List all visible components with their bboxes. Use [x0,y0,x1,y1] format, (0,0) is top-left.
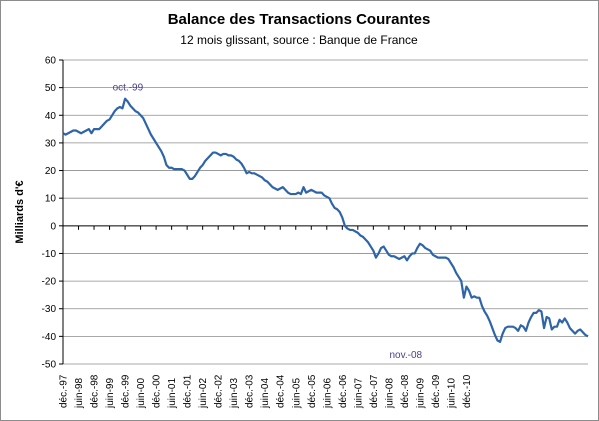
x-axis-ticks: déc.-97 juin-98 déc.-98 juin-99 déc.-99 juin-… [59,374,473,409]
series-line [62,97,589,343]
x-tick-label: déc.-10 [462,374,473,408]
annotations: oct.-99 nov.-08 [113,83,423,361]
x-tick-label: déc.-97 [59,374,70,408]
annotation-label: oct.-99 [113,83,144,94]
x-tick-label: déc.-07 [369,374,380,408]
chart-subtitle: 12 mois glissant, source : Banque de Fra… [180,33,418,47]
y-tick-label: 50 [45,83,57,94]
x-tick-label: juin-06 [322,378,333,409]
x-tick-label: déc.-02 [214,374,225,408]
y-tick-label: -40 [42,332,57,343]
x-tick-label: juin-02 [198,378,209,409]
y-axis-label: Milliards d'€ [14,180,26,243]
annotation-label: nov.-08 [389,350,422,361]
y-tick-label: 60 [45,56,57,67]
x-tick-label: déc.-08 [400,374,411,408]
y-axis-ticks: 60 50 40 30 20 10 0 -10 -20 -30 -40 -50 [42,56,63,371]
y-tick-label: 10 [45,194,57,205]
x-tick-label: juin-00 [136,378,147,409]
y-tick-label: 20 [45,166,57,177]
x-tick-label: déc.-03 [245,374,256,408]
y-tick-label: -20 [42,277,57,288]
chart-title: Balance des Transactions Courantes [168,11,431,28]
y-tick-label: 30 [45,138,57,149]
gridlines [63,59,588,365]
x-tick-label: juin-09 [415,378,426,409]
x-tick-label: juin-99 [105,378,116,409]
y-tick-label: -50 [42,360,57,371]
x-tick-label: juin-03 [229,378,240,409]
x-tick-label: déc.-99 [121,374,132,408]
y-tick-label: 0 [50,221,56,232]
x-axis [62,225,467,230]
x-tick-label: déc.-04 [276,374,287,408]
x-tick-label: juin-05 [291,378,302,409]
x-tick-label: déc.-09 [431,374,442,408]
x-tick-label: déc.-05 [307,374,318,408]
x-tick-label: déc.-98 [90,374,101,408]
x-tick-label: juin-10 [446,378,457,409]
x-tick-label: juin-98 [74,378,85,409]
x-tick-label: juin-01 [167,378,178,409]
x-tick-label: juin-04 [260,378,271,409]
x-tick-label: déc.-06 [338,374,349,408]
x-tick-label: déc.-01 [183,374,194,408]
y-tick-label: -30 [42,304,57,315]
x-tick-label: juin-07 [353,378,364,409]
x-tick-label: juin-08 [384,378,395,409]
y-tick-label: 40 [45,111,57,122]
x-tick-label: déc.-00 [152,374,163,408]
y-tick-label: -10 [42,249,57,260]
